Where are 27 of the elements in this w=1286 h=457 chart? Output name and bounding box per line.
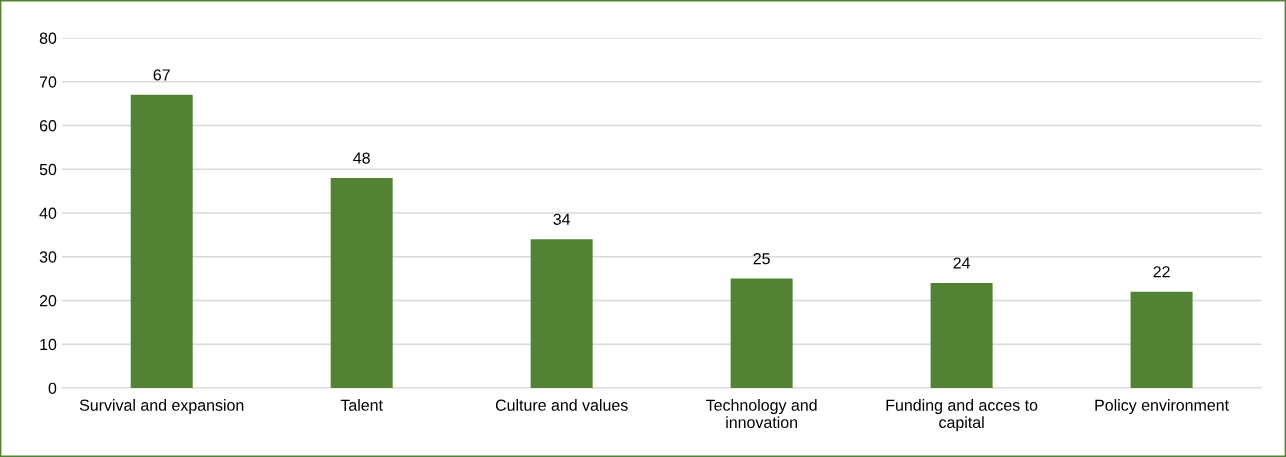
y-tick-label: 50 [39,163,57,176]
x-tick-label: Technology and innovation [706,399,817,429]
bar [530,239,593,388]
y-tick-label: 10 [40,338,57,351]
data-label: 22 [1153,266,1170,278]
data-label: 48 [353,152,370,164]
y-tick-label: 40 [39,207,57,219]
y-tick-label: 0 [48,382,57,394]
x-tick-label: Culture and values [495,399,628,411]
x-tick-label: Policy environment [1095,399,1229,414]
bar [330,177,393,388]
data-label: 67 [153,69,170,81]
y-tick-label: 60 [39,120,57,132]
y-tick-label: 30 [39,251,57,263]
x-tick-label: Talent [340,399,383,411]
data-label: 24 [953,257,971,269]
y-tick-label: 20 [39,295,57,307]
bar [930,282,993,388]
y-tick-label: 80 [39,32,57,44]
data-label: 25 [753,253,770,265]
bar [130,94,193,388]
x-tick-label: Survival and expansion [79,399,244,414]
x-tick-label: Funding and acces to capital [886,399,1038,432]
bar [730,278,793,388]
y-tick-label: 70 [39,76,57,88]
bar [1130,291,1193,388]
data-label: 34 [553,213,571,225]
